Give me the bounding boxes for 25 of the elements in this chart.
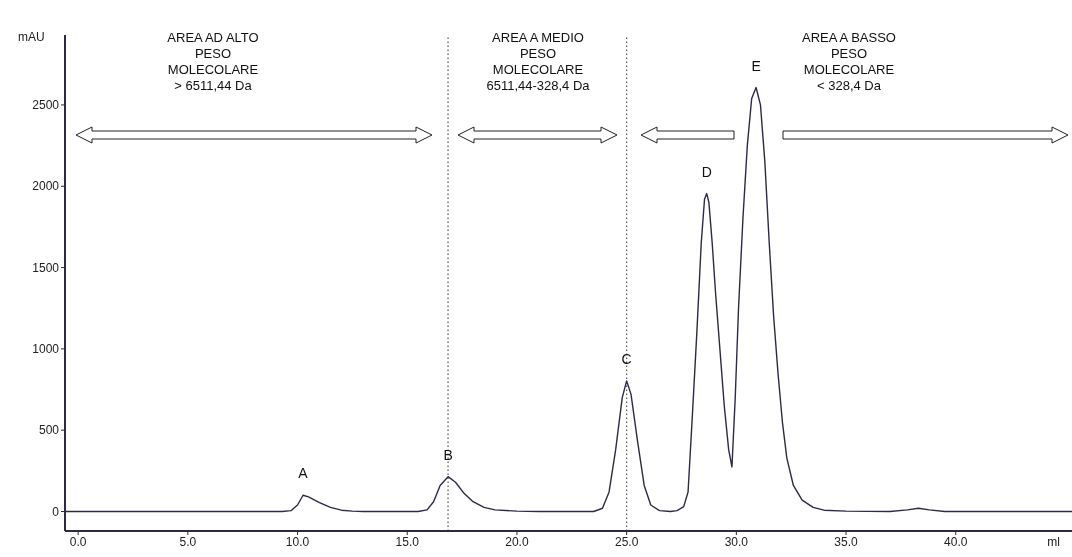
y-axis-title: mAU <box>18 30 45 44</box>
annotation: E <box>751 57 761 74</box>
x-tick-label: 0.0 <box>69 534 87 549</box>
annotation: AREA A MEDIO PESO MOLECOLARE 6511,44-328,4 Da <box>485 30 591 94</box>
x-tick-label: 35.0 <box>834 534 859 549</box>
annotation: AREA A BASSO PESO MOLECOLARE < 328,4 Da <box>801 30 897 94</box>
y-tick-label: 1000 <box>32 342 60 357</box>
y-tick-label: 2500 <box>32 98 60 113</box>
annotation: A <box>298 465 309 482</box>
x-tick-label: 5.0 <box>179 534 197 549</box>
annotation: AREA AD ALTO PESO MOLECOLARE > 6511,44 Da <box>166 30 260 94</box>
annotation: B <box>443 446 453 463</box>
annotation: D <box>701 163 712 180</box>
x-tick-label: 10.0 <box>285 534 310 549</box>
y-tick-label: 0 <box>52 504 60 519</box>
x-tick-label: 15.0 <box>395 534 420 549</box>
annotation: C <box>621 350 632 367</box>
x-tick-label: 20.0 <box>505 534 529 549</box>
y-tick-label: 2000 <box>32 179 60 194</box>
y-tick-label: 500 <box>38 423 60 438</box>
x-axis-title: ml <box>1047 535 1060 549</box>
x-tick-label: 25.0 <box>614 534 639 549</box>
x-tick-label: 30.0 <box>724 534 749 549</box>
y-tick-label: 1500 <box>32 260 60 275</box>
x-tick-label: 40.0 <box>944 534 968 549</box>
